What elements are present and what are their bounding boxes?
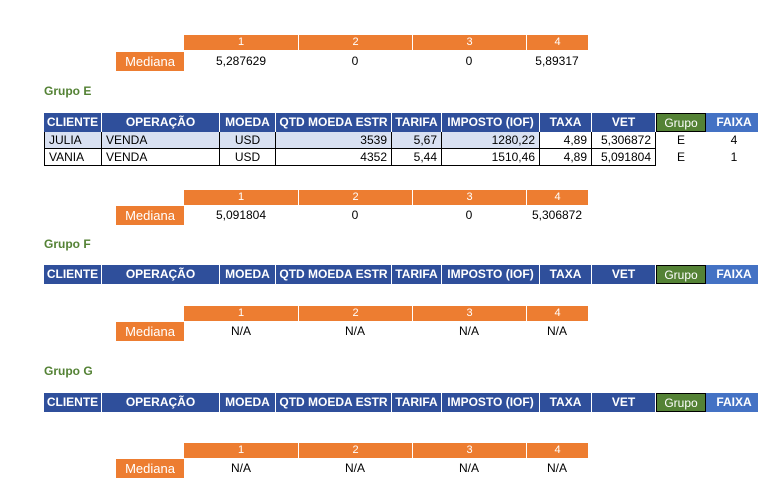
cell-tarifa[interactable]: 5,67: [392, 132, 442, 149]
mediana-value-3[interactable]: 0: [465, 208, 473, 222]
cell-moeda[interactable]: USD: [220, 149, 276, 166]
mediana-columns-header-f: 1 2 3 4: [184, 306, 588, 321]
header-moeda: MOEDA: [220, 393, 276, 412]
cell-taxa[interactable]: 4,89: [540, 149, 592, 166]
cell-faixa[interactable]: 1: [730, 150, 738, 164]
group-title-e: Grupo E: [44, 84, 92, 98]
group-title-f: Grupo F: [44, 237, 91, 251]
col-header-3: 3: [412, 190, 526, 205]
table-row[interactable]: JULIA VENDA USD 3539 5,67 1280,22 4,89 5…: [44, 132, 737, 149]
header-operacao: OPERAÇÃO: [102, 113, 220, 132]
mediana-value-1[interactable]: N/A: [230, 461, 251, 475]
header-vet: VET: [592, 393, 656, 412]
mediana-value-2[interactable]: 0: [351, 54, 359, 68]
header-taxa: TAXA: [540, 265, 592, 284]
col-header-4: 4: [526, 306, 588, 321]
header-vet: VET: [592, 265, 656, 284]
cell-grupo[interactable]: E: [676, 133, 685, 147]
col-header-2: 2: [298, 35, 412, 50]
group-title-g: Grupo G: [44, 364, 93, 378]
cell-imposto[interactable]: 1280,22: [442, 132, 540, 149]
header-moeda: MOEDA: [220, 265, 276, 284]
mediana-label: Mediana: [116, 52, 184, 71]
mediana-value-3[interactable]: N/A: [458, 461, 479, 475]
cell-qtd[interactable]: 4352: [276, 149, 392, 166]
mediana-value-3[interactable]: 0: [465, 54, 473, 68]
cell-grupo[interactable]: E: [676, 150, 685, 164]
header-faixa: FAIXA: [706, 393, 758, 412]
header-tarifa: TARIFA: [392, 113, 442, 132]
table-header-f: CLIENTE OPERAÇÃO MOEDA QTD MOEDA ESTR TA…: [44, 265, 758, 284]
col-header-3: 3: [412, 443, 526, 458]
cell-operacao[interactable]: VENDA: [102, 132, 220, 149]
header-tarifa: TARIFA: [392, 265, 442, 284]
header-imposto: IMPOSTO (IOF): [442, 393, 540, 412]
cell-vet[interactable]: 5,091804: [592, 149, 656, 166]
cell-cliente[interactable]: JULIA: [45, 132, 102, 149]
col-header-1: 1: [237, 444, 245, 456]
cell-tarifa[interactable]: 5,44: [392, 149, 442, 166]
cell-cliente[interactable]: VANIA: [45, 149, 102, 166]
mediana-columns-header-g: 1 2 3 4: [184, 443, 588, 458]
header-grupo: Grupo: [656, 393, 706, 412]
header-qtd: QTD MOEDA ESTR: [276, 265, 392, 284]
header-vet: VET: [592, 113, 656, 132]
top-columns-header: 1 2 3 4: [184, 35, 588, 50]
mediana-value-1[interactable]: 5,091804: [215, 208, 267, 222]
header-faixa: FAIXA: [706, 265, 758, 284]
mediana-label: Mediana: [116, 206, 184, 225]
table-header-e: CLIENTE OPERAÇÃO MOEDA QTD MOEDA ESTR TA…: [44, 113, 758, 132]
header-cliente: CLIENTE: [44, 113, 102, 132]
mediana-value-2[interactable]: N/A: [344, 461, 365, 475]
mediana-value-2[interactable]: 0: [351, 208, 359, 222]
col-header-4: 4: [526, 190, 588, 205]
cell-imposto[interactable]: 1510,46: [442, 149, 540, 166]
header-operacao: OPERAÇÃO: [102, 393, 220, 412]
col-header-2: 2: [298, 443, 412, 458]
col-header-3: 3: [412, 306, 526, 321]
header-imposto: IMPOSTO (IOF): [442, 265, 540, 284]
header-tarifa: TARIFA: [392, 393, 442, 412]
mediana-columns-header-e: 1 2 3 4: [184, 190, 588, 205]
mediana-value-2[interactable]: N/A: [344, 324, 365, 338]
mediana-label: Mediana: [116, 322, 184, 341]
mediana-value-1[interactable]: N/A: [230, 324, 251, 338]
header-operacao: OPERAÇÃO: [102, 265, 220, 284]
mediana-value-4[interactable]: N/A: [546, 461, 567, 475]
header-taxa: TAXA: [540, 113, 592, 132]
cell-moeda[interactable]: USD: [220, 132, 276, 149]
col-header-4: 4: [526, 443, 588, 458]
header-imposto: IMPOSTO (IOF): [442, 113, 540, 132]
table-header-g: CLIENTE OPERAÇÃO MOEDA QTD MOEDA ESTR TA…: [44, 393, 758, 412]
cell-vet[interactable]: 5,306872: [592, 132, 656, 149]
cell-faixa[interactable]: 4: [730, 133, 738, 147]
col-header-2: 2: [298, 306, 412, 321]
header-qtd: QTD MOEDA ESTR: [276, 393, 392, 412]
cell-operacao[interactable]: VENDA: [102, 149, 220, 166]
header-cliente: CLIENTE: [44, 265, 102, 284]
col-header-1: 1: [237, 307, 245, 319]
header-qtd: QTD MOEDA ESTR: [276, 113, 392, 132]
mediana-value-3[interactable]: N/A: [458, 324, 479, 338]
header-taxa: TAXA: [540, 393, 592, 412]
header-grupo: Grupo: [656, 265, 706, 284]
table-row[interactable]: VANIA VENDA USD 4352 5,44 1510,46 4,89 5…: [44, 149, 737, 166]
col-header-4: 4: [526, 35, 588, 50]
mediana-value-4[interactable]: 5,306872: [531, 208, 583, 222]
col-header-3: 3: [412, 35, 526, 50]
col-header-1: 1: [237, 36, 245, 48]
mediana-value-4[interactable]: 5,89317: [535, 54, 579, 68]
header-grupo: Grupo: [656, 113, 706, 132]
mediana-label: Mediana: [116, 459, 184, 478]
col-header-2: 2: [298, 190, 412, 205]
header-cliente: CLIENTE: [44, 393, 102, 412]
cell-qtd[interactable]: 3539: [276, 132, 392, 149]
mediana-value-1[interactable]: 5,287629: [215, 54, 267, 68]
header-moeda: MOEDA: [220, 113, 276, 132]
mediana-value-4[interactable]: N/A: [546, 324, 567, 338]
cell-taxa[interactable]: 4,89: [540, 132, 592, 149]
header-faixa: FAIXA: [706, 113, 758, 132]
col-header-1: 1: [237, 191, 245, 203]
